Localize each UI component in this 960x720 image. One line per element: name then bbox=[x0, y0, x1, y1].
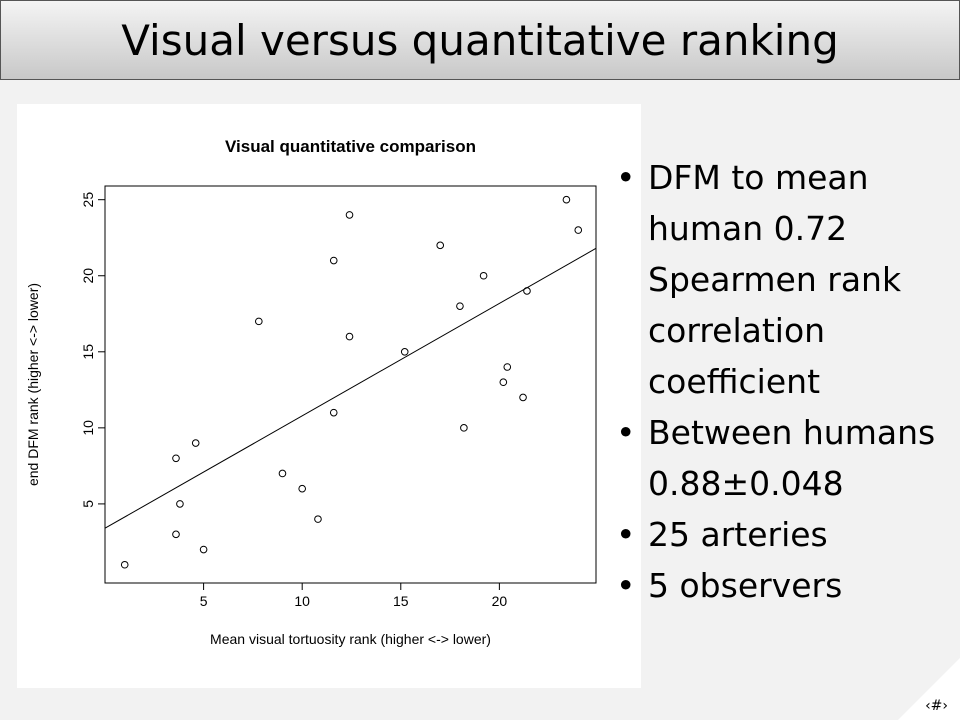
data-point bbox=[199, 545, 208, 554]
data-point bbox=[298, 484, 306, 493]
data-point bbox=[172, 530, 180, 539]
data-point bbox=[314, 515, 322, 523]
slide-title: Visual versus quantitative ranking bbox=[121, 15, 839, 65]
data-point bbox=[191, 439, 200, 447]
data-point bbox=[120, 560, 129, 569]
bullet-item: DFM to mean human 0.72 Spearmen rank cor… bbox=[614, 152, 954, 407]
y-tick-label: 20 bbox=[80, 268, 96, 284]
chart-panel: Visual quantitative comparison 5 10 15 20 5 10… bbox=[17, 104, 641, 688]
data-point bbox=[479, 271, 488, 280]
y-tick-label: 10 bbox=[80, 420, 96, 436]
data-point bbox=[176, 500, 184, 508]
data-point bbox=[172, 454, 180, 463]
data-point bbox=[562, 195, 571, 204]
bullet-list: DFM to mean human 0.72 Spearmen rank cor… bbox=[614, 152, 954, 611]
data-point bbox=[278, 469, 287, 478]
data-point bbox=[499, 378, 508, 387]
regression-line bbox=[104, 247, 597, 529]
y-tick-label: 15 bbox=[80, 344, 96, 360]
scatter-chart: Visual quantitative comparison 5 10 15 20 5 10… bbox=[25, 137, 597, 647]
data-point bbox=[574, 226, 583, 234]
x-tick-label: 10 bbox=[294, 593, 310, 609]
data-point bbox=[345, 211, 354, 219]
data-point bbox=[460, 424, 468, 432]
plot-frame bbox=[104, 185, 597, 584]
page-corner-decoration bbox=[898, 658, 960, 720]
data-point bbox=[456, 302, 464, 310]
data-point bbox=[400, 347, 409, 356]
x-tick-label: 15 bbox=[393, 593, 409, 609]
y-tick-label: 5 bbox=[80, 500, 96, 508]
slide-number: ‹#› bbox=[925, 698, 948, 714]
data-point bbox=[345, 332, 354, 341]
data-point bbox=[503, 363, 512, 371]
bullet-item: Between humans 0.88±0.048 bbox=[614, 407, 954, 509]
data-point bbox=[436, 241, 445, 250]
x-tick-label: 5 bbox=[200, 593, 208, 609]
data-point bbox=[519, 393, 527, 402]
bullet-item: 25 arteries bbox=[614, 509, 954, 560]
title-bar: Visual versus quantitative ranking bbox=[0, 0, 960, 80]
data-point bbox=[329, 408, 338, 417]
x-tick-label: 20 bbox=[492, 593, 508, 609]
data-point bbox=[255, 317, 263, 326]
data-point bbox=[329, 256, 338, 265]
y-tick-label: 25 bbox=[80, 192, 96, 208]
data-point bbox=[523, 287, 531, 295]
chart-title: Visual quantitative comparison bbox=[225, 137, 476, 156]
bullet-item: 5 observers bbox=[614, 560, 954, 611]
y-axis-label: end DFM rank (higher <-> lower) bbox=[25, 283, 41, 486]
x-axis-label: Mean visual tortuosity rank (higher <-> … bbox=[210, 631, 491, 647]
